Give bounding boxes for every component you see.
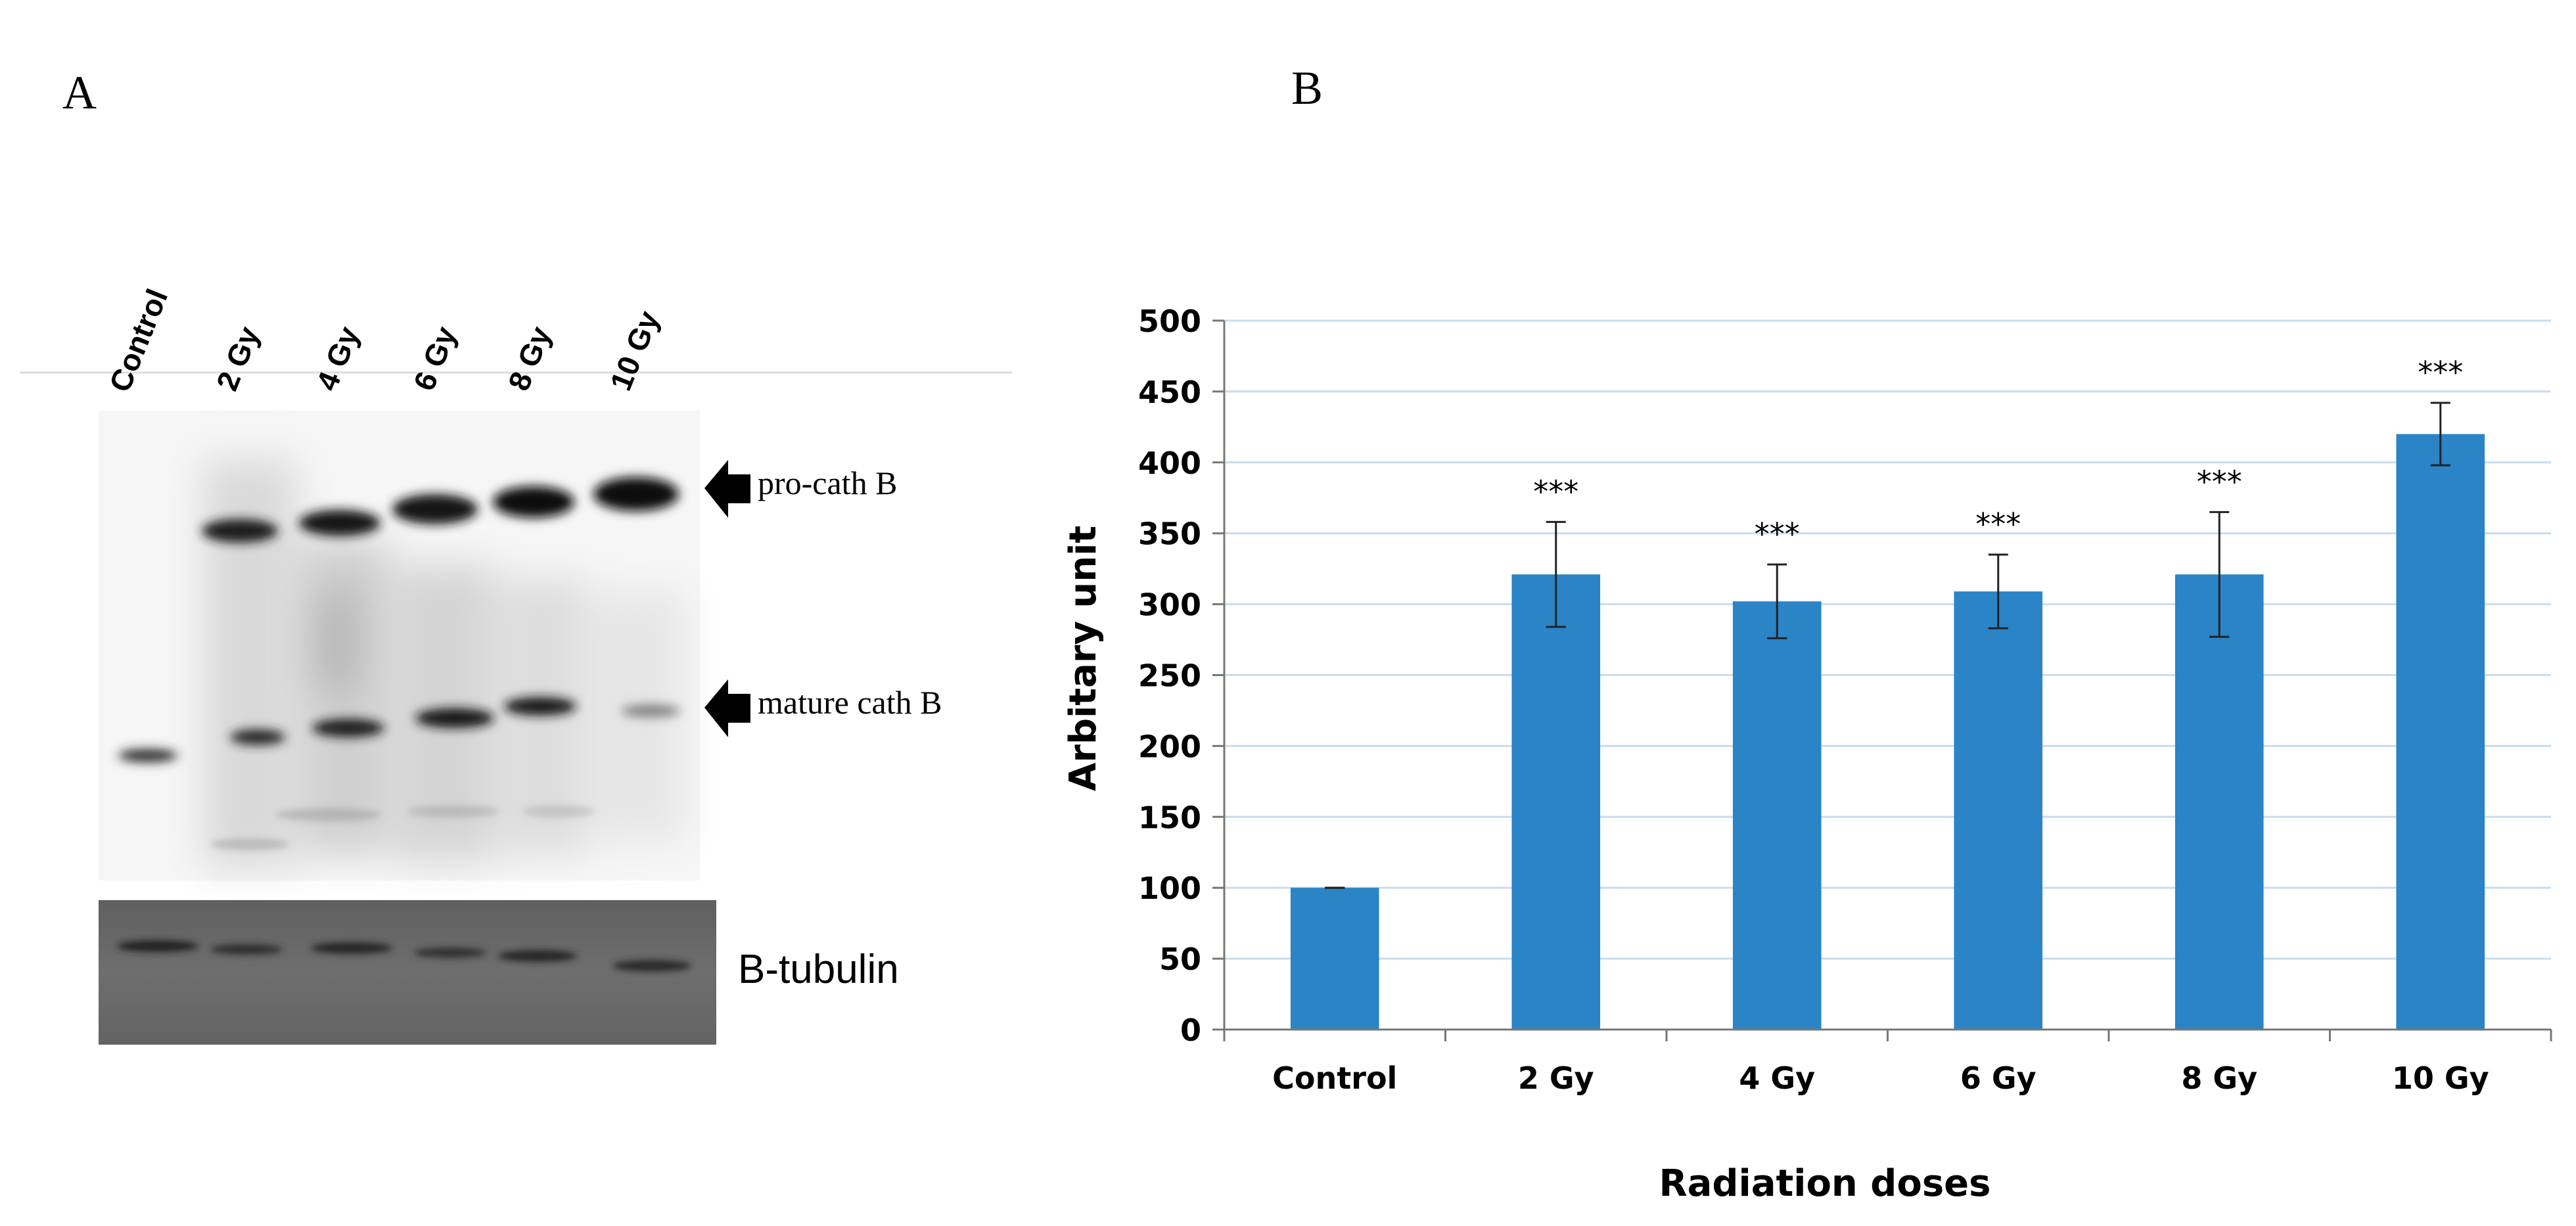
- significance-marks: *** *** *** *** ***: [1533, 355, 2463, 552]
- bar-8gy: [2174, 574, 2264, 1030]
- x-tick-label: 6 Gy: [1960, 1060, 2036, 1096]
- error-bar: [2430, 401, 2450, 466]
- error-bar: [1988, 553, 2008, 629]
- bar-6gy: [1954, 591, 2043, 1030]
- x-tick-label: Control: [1272, 1060, 1397, 1096]
- western-blot: [20, 371, 1012, 1045]
- x-tick-label: 4 Gy: [1739, 1060, 1815, 1096]
- y-tick-label: 350: [1138, 516, 1201, 552]
- error-bar: [1546, 520, 1566, 628]
- faint-bands: [210, 806, 595, 850]
- pro-cath-arrow-icon: [704, 460, 750, 518]
- x-tick-label: 10 Gy: [2392, 1060, 2489, 1096]
- pro-cath-label: pro-cath B: [758, 465, 898, 501]
- y-tick-labels: 0 50 100 150 200 250 300 350 400 450 500: [1138, 304, 1224, 1048]
- mature-cath-arrow-icon: [704, 679, 750, 737]
- y-axis-label: Arbitary unit: [1062, 526, 1105, 791]
- grid-lines: [1224, 319, 2551, 960]
- x-tick-label: 8 Gy: [2181, 1060, 2257, 1096]
- significance-label: ***: [1975, 507, 2021, 542]
- y-tick-label: 50: [1159, 942, 1201, 977]
- y-tick-label: 200: [1138, 729, 1201, 764]
- significance-label: ***: [1533, 474, 1578, 509]
- error-bar: [1767, 563, 1787, 639]
- mature-cath-bands: [118, 697, 680, 762]
- x-axis-label: Radiation doses: [1659, 1162, 1991, 1205]
- x-tick-labels: Control 2 Gy 4 Gy 6 Gy 8 Gy 10 Gy: [1272, 1060, 2489, 1096]
- bar-10gy: [2396, 434, 2485, 1030]
- y-tick-label: 450: [1138, 375, 1201, 410]
- y-tick-label: 400: [1138, 445, 1201, 481]
- pro-cath-bands: [202, 477, 679, 543]
- significance-label: ***: [2418, 355, 2463, 390]
- y-tick-label: 300: [1138, 587, 1201, 623]
- tubulin-bands: [117, 940, 691, 972]
- bar-control: [1290, 888, 1379, 1030]
- error-bar: [2209, 511, 2230, 638]
- y-tick-label: 100: [1138, 871, 1201, 906]
- mature-cath-label: mature cath B: [758, 684, 942, 721]
- x-tick-label: 2 Gy: [1518, 1060, 1594, 1096]
- error-bars: [1325, 401, 2450, 889]
- panel-b-label: B: [1291, 62, 1323, 114]
- panel-a-label: A: [62, 66, 97, 119]
- y-tick-label: 150: [1138, 800, 1201, 835]
- significance-label: ***: [1755, 516, 1800, 552]
- bar-2gy: [1511, 574, 1601, 1030]
- axes: [1223, 321, 2552, 1041]
- bars: [1290, 434, 2485, 1030]
- significance-label: ***: [2197, 464, 2242, 499]
- bar-4gy: [1732, 601, 1822, 1030]
- y-tick-label: 500: [1138, 304, 1201, 339]
- b-tubulin-label: B-tubulin: [738, 947, 899, 992]
- y-tick-label: 0: [1180, 1012, 1201, 1048]
- tubulin-strip: [99, 900, 716, 1045]
- y-tick-label: 250: [1138, 658, 1201, 694]
